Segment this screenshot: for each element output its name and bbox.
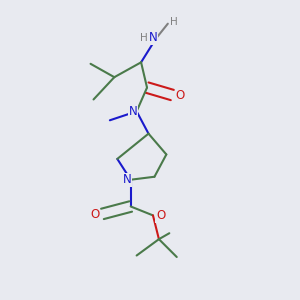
Text: N: N [129,105,137,118]
Text: H: H [170,17,178,27]
Text: O: O [156,209,165,223]
Text: O: O [90,208,100,221]
Text: N: N [148,31,157,44]
Text: N: N [123,173,131,186]
Text: H: H [140,33,148,43]
Text: O: O [175,89,184,102]
